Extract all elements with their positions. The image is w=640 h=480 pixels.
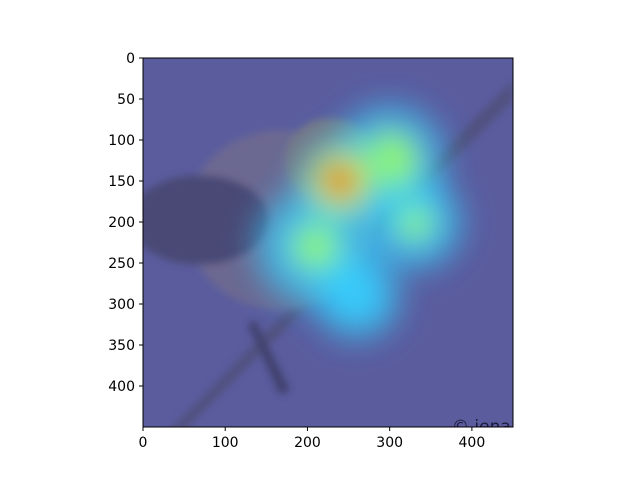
x-tick-label: 300: [376, 435, 403, 451]
x-tick-label: 0: [139, 435, 148, 451]
x-tick-label: 200: [294, 435, 321, 451]
y-tick-label: 100: [108, 133, 135, 149]
x-axis: 0 100 200 300 400: [139, 427, 486, 451]
plot-frame: [142, 57, 514, 428]
activation-heatmap: [250, 100, 467, 344]
heat-blob-2: [300, 231, 332, 263]
x-tick-label: 100: [212, 435, 239, 451]
y-tick-label: 200: [108, 215, 135, 231]
y-tick-label: 0: [126, 51, 135, 67]
watermark-text: © jena: [452, 417, 511, 437]
y-tick-label: 400: [108, 379, 135, 395]
heat-blob-4: [329, 169, 352, 193]
heatmap-image: © jena: [143, 58, 513, 437]
y-axis: 0 50 100 150 200 250 300 350 400: [108, 51, 143, 395]
y-tick-label: 250: [108, 256, 135, 272]
x-tick-label: 400: [459, 435, 486, 451]
y-tick-label: 150: [108, 174, 135, 190]
y-tick-label: 350: [108, 338, 135, 354]
y-tick-label: 50: [117, 92, 135, 108]
y-tick-label: 300: [108, 297, 135, 313]
